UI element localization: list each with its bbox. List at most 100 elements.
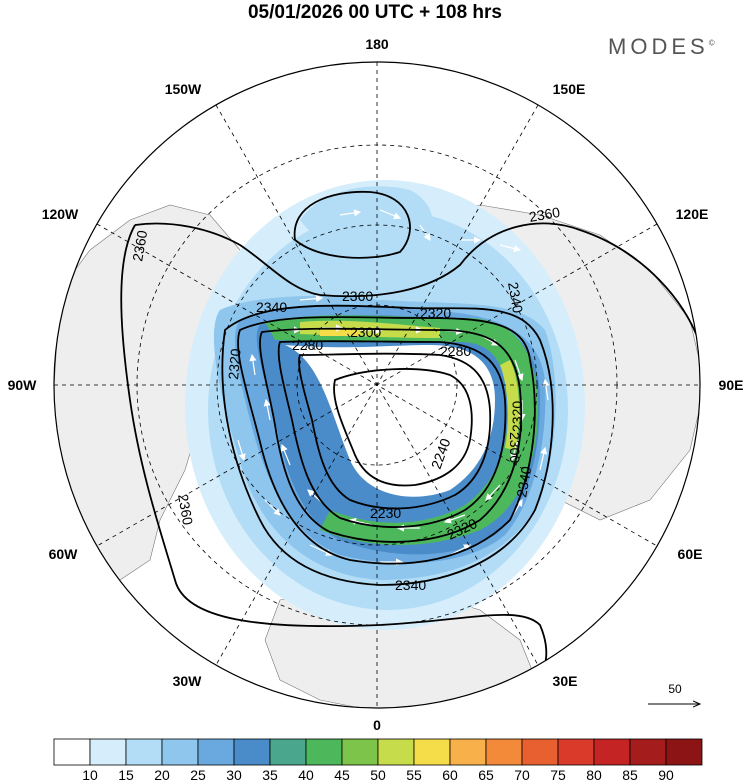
colorbar-tick-label: 60 (442, 767, 458, 782)
colorbar-swatch (53, 738, 91, 766)
colorbar-swatch (449, 738, 487, 766)
colorbar-swatch (593, 738, 631, 766)
wind-vector (249, 353, 257, 376)
contour-label: 2280 (440, 343, 471, 359)
contour-label: 2340 (513, 465, 534, 499)
contour-label: 2360 (129, 229, 150, 263)
wind-vector (309, 544, 334, 556)
colorbar-swatch (161, 738, 199, 766)
shade-50-55-east (500, 360, 520, 450)
colorbar-swatch (305, 738, 343, 766)
wind-vector (539, 446, 548, 471)
lon-label-150e: 150E (553, 81, 586, 97)
wind-vector (499, 244, 522, 253)
contour-2280-a (277, 340, 507, 528)
colorbar-swatch (125, 738, 163, 766)
wind-vector (264, 499, 281, 516)
wind-vector (542, 378, 550, 401)
lon-label-60e: 60E (678, 546, 703, 562)
colorbar-swatch (233, 738, 271, 766)
brand-text: MODES (608, 34, 709, 59)
lon-label-30e: 30E (553, 673, 578, 689)
contour-2360-east (319, 222, 700, 361)
contour-label: 2300 (350, 324, 381, 340)
colorbar-tick-label: 55 (406, 767, 422, 782)
colorbar-tick-label: 85 (622, 767, 638, 782)
map-title: 05/01/2026 00 UTC + 108 hrs (247, 2, 503, 23)
wind-vector (443, 514, 466, 524)
colorbar-tick-label: 15 (118, 767, 134, 782)
lon-label-30w: 30W (173, 673, 203, 689)
colorbar-tick-label: 90 (658, 767, 674, 782)
shade-55-60 (320, 330, 360, 336)
wind-vector (263, 398, 271, 421)
contour-label: 2340 (256, 299, 287, 315)
map-border (53, 61, 701, 709)
colorbar-swatch (89, 738, 127, 766)
colorbar-swatch (665, 738, 703, 766)
contour-2260-a (298, 352, 492, 510)
colorbar-swatch (269, 738, 307, 766)
reference-vector-label: 50 (668, 682, 682, 696)
colorbar-tick-label: 65 (478, 767, 494, 782)
wind-vector (237, 439, 246, 462)
colorbar-tick-label: 70 (514, 767, 530, 782)
colorbar-swatch (521, 738, 559, 766)
colorbar-swatch (485, 738, 523, 766)
contour-2360-outer (120, 224, 548, 691)
lon-label-120w: 120W (42, 206, 79, 222)
lon-label-0: 0 (373, 717, 381, 733)
lon-label-90e: 90E (719, 377, 744, 393)
contour-label: 2340 (395, 577, 426, 593)
contour-label: 2300 (507, 432, 523, 463)
colorbar-tick-label: 35 (262, 767, 278, 782)
contour-2320-a (237, 316, 536, 565)
colorbar-tick-label: 75 (550, 767, 566, 782)
contour-label: 2360 (175, 493, 196, 527)
shade-40-45 (265, 315, 539, 545)
contour-label: 2360 (342, 288, 373, 304)
wind-vector (485, 484, 501, 501)
colorbar-tick-label: 30 (226, 767, 242, 782)
contour-label: 2230 (370, 505, 401, 521)
copyright-mark: © (708, 38, 715, 48)
colorbar-tick-label: 20 (154, 767, 170, 782)
contour-label: 2320 (509, 401, 525, 432)
lon-label-180: 180 (365, 36, 389, 52)
longitude-labels: 180 150E 120E 90E 60E 30E 0 30W 60W 90W … (8, 36, 744, 733)
contour-2360-west (134, 222, 321, 296)
colorbar-tick-label: 10 (82, 767, 98, 782)
contour-2300-a (259, 327, 523, 543)
colorbar-swatch (197, 738, 235, 766)
height-contours (120, 190, 700, 691)
contour-label: 2340 (505, 281, 526, 315)
contour-label: 2320 (225, 348, 244, 381)
contour-label: 2320 (420, 305, 451, 321)
modes-logo: MODES© (608, 34, 715, 60)
contour-2240-a (333, 368, 473, 487)
lon-label-120e: 120E (676, 206, 709, 222)
contour-label: 2360 (528, 204, 562, 225)
wind-vector (510, 439, 519, 462)
colorbar-swatch (413, 738, 451, 766)
wind-vector (514, 359, 524, 382)
reference-vector: 50 (648, 682, 700, 704)
wind-vector (339, 209, 362, 217)
lon-label-60w: 60W (49, 546, 79, 562)
colorbar-swatch (557, 738, 595, 766)
wind-vector (299, 294, 324, 303)
meridian (96, 223, 658, 547)
colorbar-swatch (377, 738, 415, 766)
contour-2360-north (293, 190, 411, 259)
colorbar-swatch (341, 738, 379, 766)
colorbar: 10 15 20 25 30 35 40 45 50 55 60 65 70 75 80 85 90 (53, 738, 703, 782)
wind-vector (449, 544, 472, 556)
colorbar-swatch (629, 738, 667, 766)
wind-vector (379, 209, 402, 220)
wind-vector (280, 443, 291, 466)
wind-vector (348, 517, 373, 526)
colorbar-tick-label: 50 (370, 767, 386, 782)
colorbar-tick-label: 40 (298, 767, 314, 782)
lon-label-90w: 90W (8, 377, 38, 393)
